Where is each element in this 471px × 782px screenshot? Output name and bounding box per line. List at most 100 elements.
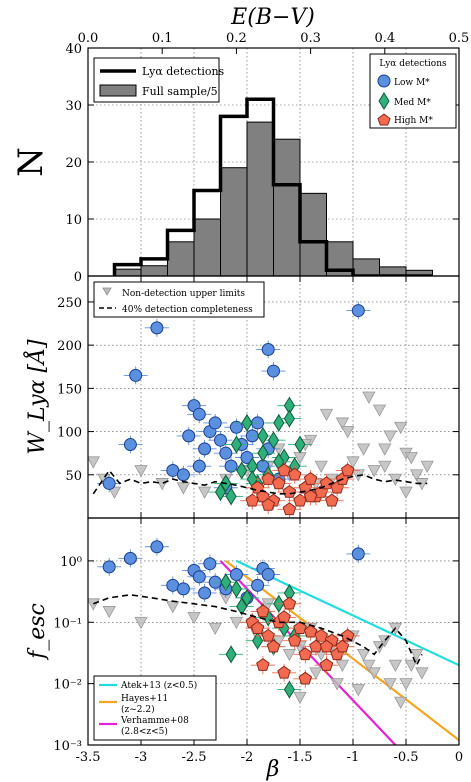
fesc-point-non-detection-upper-limits — [409, 648, 424, 662]
fesc-point-high-m — [277, 610, 291, 624]
top-tick-label: 0.4 — [374, 31, 395, 46]
fesc-point-high-m — [250, 621, 265, 634]
fesc-point-non-detection-upper-limits — [134, 616, 148, 630]
fesc-point-non-detection-upper-limits — [415, 667, 429, 680]
fesc-point-low-m — [150, 540, 164, 554]
legend-upper-limit-marker — [102, 287, 112, 296]
ew-scatter — [88, 301, 434, 518]
fesc-point-med-m — [283, 680, 295, 699]
fesc-point-non-detection-upper-limits — [261, 598, 275, 611]
legend-swatch-full — [99, 84, 137, 97]
fesc-point-high-m — [277, 665, 291, 679]
fesc-point-low-m — [351, 547, 365, 561]
hist-bar — [193, 218, 221, 276]
ew-point-low-m — [229, 420, 243, 434]
mass-legend-low-marker — [377, 74, 391, 88]
fesc-point-med-m — [241, 588, 253, 607]
top-tick-label: 0.3 — [300, 31, 321, 46]
fesc-point-non-detection-upper-limits — [309, 667, 323, 680]
ew-point-low-m — [219, 446, 233, 460]
ew-y-axis-label: W_Lyα [Å] — [22, 339, 50, 455]
ew-legend: Non-detection upper limits 40% detection… — [93, 281, 265, 318]
ew-y-tick-label: 50 — [65, 469, 82, 484]
fesc-point-non-detection-upper-limits — [388, 659, 403, 672]
hist-y-tick-label: 10 — [65, 213, 82, 228]
mass-legend-low: Low M* — [394, 78, 430, 88]
ew-point-med-m — [241, 413, 253, 432]
hist-bar — [167, 241, 195, 276]
ew-point-low-m — [192, 407, 206, 421]
top-axis-label: E(B−V) — [230, 5, 315, 30]
fesc-point-low-m — [102, 560, 116, 574]
fesc-point-high-m — [287, 633, 302, 647]
fesc-point-high-m — [256, 658, 270, 671]
hist-bar — [273, 138, 301, 276]
ew-point-non-detection-upper-limits — [134, 465, 148, 478]
fesc-y-axis-label: f_esc — [25, 603, 50, 661]
fesc-y-tick-label: 10⁰ — [60, 555, 82, 570]
ew-point-non-detection-upper-limits — [399, 486, 413, 499]
fesc-scatter — [88, 537, 429, 709]
ew-point-high-m — [261, 471, 275, 485]
ew-point-med-m — [273, 413, 285, 432]
ew-point-high-m — [319, 476, 334, 490]
fesc-point-non-detection-upper-limits — [404, 659, 418, 672]
x-tick-label: -2.5 — [181, 750, 206, 765]
ew-point-non-detection-upper-limits — [394, 421, 408, 435]
fesc-point-non-detection-upper-limits — [399, 678, 413, 691]
ew-point-low-m — [351, 304, 365, 318]
x-tick-label: -0.5 — [393, 750, 418, 765]
fesc-point-high-m — [319, 658, 334, 671]
ew-point-low-m — [176, 468, 190, 482]
ew-point-non-detection-upper-limits — [404, 452, 418, 465]
ew-point-med-m — [257, 426, 269, 445]
legend-label-verhamme-z: (2.8<z<5) — [121, 726, 168, 737]
x-tick-labels: -3.5 -3 -2.5 -2 -1.5 -1 -0.5 0 — [75, 750, 463, 765]
mass-legend-title: Lyα detections — [379, 59, 447, 69]
ew-point-low-m — [261, 342, 275, 356]
x-tick-label: 0 — [455, 750, 463, 765]
hist-y-tick-label: 20 — [65, 156, 82, 171]
fesc-point-med-m — [252, 631, 264, 650]
fesc-legend: Atek+13 (z<0.5) Hayes+11 (z~2.2) Verhamm… — [93, 675, 217, 741]
ew-y-tick-labels: 50 100 150 200 250 — [57, 296, 82, 484]
x-tick-label: -3.5 — [75, 750, 100, 765]
ew-y-tick-label: 100 — [57, 426, 82, 441]
top-tick-label: 0.5 — [449, 31, 470, 46]
hist-y-tick-label: 40 — [65, 42, 82, 57]
mass-legend-high: High M* — [394, 116, 433, 126]
legend-label-hayes-z: (z~2.2) — [121, 704, 155, 715]
ew-y-tick-label: 200 — [57, 339, 82, 354]
legend-label-upper-limits: Non-detection upper limits — [122, 289, 245, 299]
fesc-point-high-m — [319, 639, 334, 653]
legend-label-hayes: Hayes+11 — [121, 694, 168, 704]
ew-point-non-detection-upper-limits — [378, 443, 392, 456]
legend-label-full: Full sample/5 — [142, 85, 218, 98]
fesc-point-non-detection-upper-limits — [229, 616, 244, 630]
fesc-point-low-m — [123, 551, 137, 565]
legend-label-atek: Atek+13 (z<0.5) — [120, 680, 197, 691]
fesc-point-high-m — [298, 647, 313, 661]
hist-y-axis-label: N — [11, 147, 51, 177]
x-tick-label: -1 — [347, 750, 360, 765]
fesc-y-tick-label: 10⁻¹ — [53, 616, 82, 631]
top-tick-label: 0.0 — [78, 31, 99, 46]
ew-completeness-curve — [92, 469, 428, 495]
mass-legend-med-marker — [378, 92, 390, 110]
hist-y-tick-label: 30 — [65, 99, 82, 114]
top-tick-label: 0.1 — [152, 31, 173, 46]
ew-point-non-detection-upper-limits — [176, 482, 191, 495]
fesc-completeness-curve — [93, 593, 423, 668]
hist-bar — [246, 121, 274, 276]
ew-point-non-detection-upper-limits — [420, 460, 434, 473]
hist-bar — [299, 192, 327, 276]
hist-bar — [352, 258, 380, 276]
hist-y-tick-labels: 0 10 20 30 40 — [65, 42, 82, 285]
ew-point-non-detection-upper-limits — [346, 456, 360, 469]
ew-point-non-detection-upper-limits — [88, 456, 100, 469]
fesc-point-non-detection-upper-limits — [166, 601, 180, 614]
ew-point-high-m — [272, 476, 286, 490]
mass-legend-med: Med M* — [394, 98, 431, 108]
fesc-y-tick-labels: 10⁻³ 10⁻² 10⁻¹ 10⁰ — [53, 555, 82, 754]
